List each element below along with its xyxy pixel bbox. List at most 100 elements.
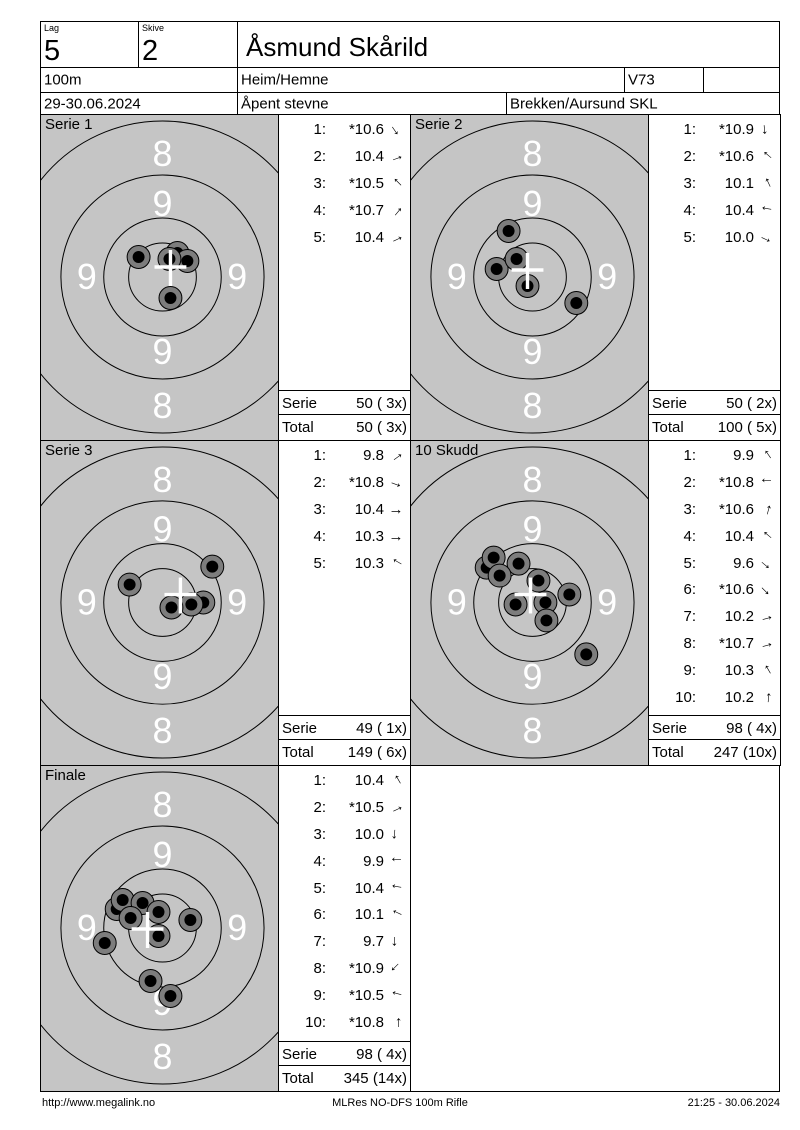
shot-number: 3:: [683, 500, 696, 518]
shot-list: 1: *10.9 → 2: *10.6 → 3: 10.1 → 4: 10.4 → 5: 10.0 →: [650, 116, 779, 250]
shot-direction-arrow: →: [385, 551, 407, 575]
shot-direction-arrow: →: [386, 471, 406, 493]
score-panel-2: 1: *10.9 → 2: *10.6 → 3: 10.1 → 4: 10.4 → 5: 10.0 → Ser…: [648, 114, 781, 441]
shot-number: 3:: [313, 500, 326, 518]
shot-value: 10.0: [724, 228, 754, 246]
skive-value: 2: [142, 35, 159, 67]
svg-text:8: 8: [153, 133, 173, 174]
svg-text:8: 8: [153, 1036, 173, 1077]
shot-value: *10.6: [718, 581, 754, 599]
shot-row: 5: 9.6 →: [650, 550, 779, 577]
shot-value: 10.3: [354, 554, 384, 572]
shot-number: 5:: [683, 228, 696, 246]
shot-value: 10.4: [354, 771, 384, 789]
svg-text:8: 8: [153, 385, 173, 426]
shot-row: 4: 9.9 →: [280, 848, 409, 875]
shot-number: 7:: [313, 933, 326, 951]
shot-direction-arrow: →: [754, 524, 778, 548]
shot-value: 9.9: [363, 852, 384, 870]
shot-number: 5:: [313, 554, 326, 572]
panel-title: 10 Skudd: [415, 442, 479, 459]
serie-label: Serie: [652, 395, 688, 412]
shot-direction-arrow: →: [756, 633, 776, 654]
shot-number: 6:: [313, 906, 326, 924]
total-label: Total: [652, 419, 684, 436]
svg-text:9: 9: [227, 256, 247, 297]
shot-direction-arrow: →: [385, 796, 407, 819]
lag-cell: Lag 5: [40, 21, 139, 68]
dates-value: 29-30.06.2024: [44, 95, 141, 112]
shot-number: 3:: [313, 825, 326, 843]
shot-value: *10.8: [718, 473, 754, 491]
svg-text:9: 9: [153, 510, 173, 550]
svg-text:9: 9: [523, 510, 543, 550]
shot-row: 5: 10.0 →: [650, 224, 779, 251]
shot-value: 9.6: [733, 554, 754, 572]
shot-row: 7: 9.7 →: [280, 928, 409, 955]
class-cell: V73: [624, 67, 704, 93]
shot-row: 5: 10.3 →: [280, 550, 409, 577]
shot-value: *10.7: [718, 635, 754, 653]
shot-row: 4: *10.7 →: [280, 197, 409, 224]
svg-text:9: 9: [227, 907, 247, 948]
shot-direction-arrow: →: [386, 145, 406, 167]
shot-direction-arrow: →: [385, 226, 407, 248]
svg-text:8: 8: [153, 711, 173, 751]
shot-value: 10.1: [354, 906, 384, 924]
event-cell: Åpent stevne: [237, 92, 507, 115]
shot-direction-arrow: →: [754, 551, 778, 575]
shot-direction-arrow: →: [387, 934, 405, 950]
shot-number: 3:: [683, 174, 696, 192]
shot-value: *10.6: [348, 120, 384, 138]
shot-row: 2: *10.8 →: [280, 469, 409, 496]
serie-label: Serie: [282, 395, 318, 412]
shot-row: 1: 9.8 →: [280, 442, 409, 469]
shot-direction-arrow: →: [757, 200, 775, 220]
club-value: Brekken/Aursund SKL: [510, 95, 658, 112]
shot-direction-arrow: →: [754, 444, 778, 467]
shot-value: 10.3: [354, 527, 384, 545]
shot-direction-arrow: →: [384, 769, 408, 792]
score-panel-4: 1: 9.9 → 2: *10.8 → 3: *10.6 → 4: 10.4 → 5: 9.6 → 6: *10…: [648, 440, 781, 766]
total-sum-row: Total 247 (10x): [649, 739, 780, 765]
shot-number: 4:: [313, 527, 326, 545]
shot-direction-arrow: →: [387, 878, 405, 898]
shot-direction-arrow: →: [756, 689, 776, 706]
serie-sum-value: 50 ( 2x): [726, 395, 777, 412]
svg-text:9: 9: [227, 582, 247, 622]
shot-list: 1: 9.8 → 2: *10.8 → 3: 10.4 → 4: 10.3 → 5: 10.3 →: [280, 442, 409, 576]
shot-value: 10.4: [354, 879, 384, 897]
shooter-name-cell: Åsmund Skårild: [237, 21, 780, 68]
shot-row: 9: *10.5 →: [280, 982, 409, 1009]
shot-number: 1:: [313, 446, 326, 464]
target-panel-1: 8 9 9 9 9 8 Serie 1: [40, 114, 279, 441]
serie-sum-value: 98 ( 4x): [356, 1046, 407, 1063]
lag-value: 5: [44, 35, 61, 67]
shot-row: 3: *10.5 →: [280, 170, 409, 197]
dates-cell: 29-30.06.2024: [40, 92, 238, 115]
shot-row: 7: 10.2 →: [650, 603, 779, 630]
target-panel-3: 8 9 9 9 9 8 Serie 3: [40, 440, 279, 766]
total-sum-value: 345 (14x): [343, 1070, 407, 1087]
distance-value: 100m: [44, 71, 82, 89]
svg-text:9: 9: [153, 834, 173, 875]
svg-text:9: 9: [447, 582, 467, 622]
svg-text:9: 9: [597, 582, 617, 622]
shot-row: 2: *10.6 →: [650, 143, 779, 170]
shot-number: 4:: [313, 852, 326, 870]
svg-text:9: 9: [77, 907, 97, 948]
shot-number: 4:: [683, 201, 696, 219]
target-graphic: 8 9 9 9 9 8: [411, 441, 648, 765]
shot-row: 10: 10.2 →: [650, 684, 779, 711]
shot-value: *10.5: [348, 798, 384, 816]
shot-number: 7:: [683, 608, 696, 626]
total-sum-row: Total 345 (14x): [279, 1065, 410, 1091]
svg-text:9: 9: [153, 331, 173, 372]
score-panel-5: 1: 10.4 → 2: *10.5 → 3: 10.0 → 4: 9.9 → 5: 10.4 → 6: 10.…: [278, 765, 411, 1092]
shot-number: 5:: [683, 554, 696, 572]
svg-text:9: 9: [153, 183, 173, 224]
shot-value: 9.7: [363, 933, 384, 951]
class-value: V73: [628, 71, 655, 89]
shot-value: 10.2: [724, 688, 754, 706]
shot-row: 2: 10.4 →: [280, 143, 409, 170]
